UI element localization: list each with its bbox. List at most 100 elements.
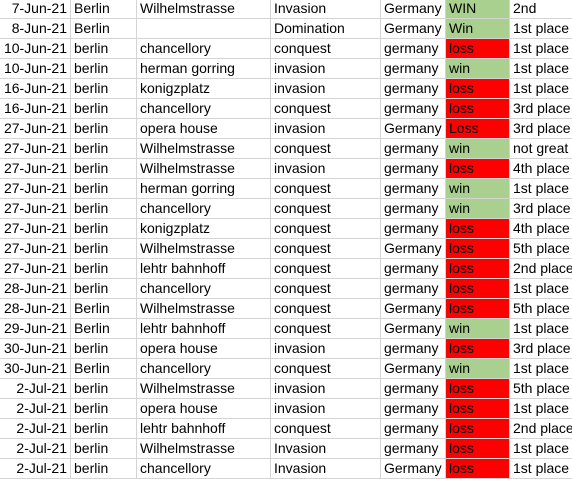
date-cell[interactable]: 2-Jul-21 [0,399,71,419]
mode-cell[interactable]: Invasion [271,459,381,479]
mode-cell[interactable]: Invasion [271,0,381,19]
result-cell[interactable]: win [446,59,510,79]
date-cell[interactable]: 27-Jun-21 [0,139,71,159]
result-cell[interactable]: loss [446,259,510,279]
location-cell[interactable]: chancellory [137,279,271,299]
date-cell[interactable]: 8-Jun-21 [0,19,71,39]
rank-cell[interactable]: 1st place [510,79,572,99]
rank-cell[interactable]: 4th place [510,219,572,239]
country-cell[interactable]: germany [381,179,446,199]
result-cell[interactable]: loss [446,459,510,479]
location-cell[interactable]: lehtr bahnhoff [137,259,271,279]
date-cell[interactable]: 27-Jun-21 [0,199,71,219]
result-cell[interactable]: win [446,359,510,379]
mode-cell[interactable]: Invasion [271,439,381,459]
mode-cell[interactable]: Domination [271,19,381,39]
mode-cell[interactable]: conquest [271,139,381,159]
city-cell[interactable]: berlin [71,79,137,99]
mode-cell[interactable]: invasion [271,379,381,399]
country-cell[interactable]: germany [381,39,446,59]
result-cell[interactable]: WIN [446,0,510,19]
city-cell[interactable]: berlin [71,379,137,399]
mode-cell[interactable]: invasion [271,339,381,359]
rank-cell[interactable]: 5th place [510,299,572,319]
city-cell[interactable]: berlin [71,99,137,119]
city-cell[interactable]: berlin [71,419,137,439]
rank-cell[interactable]: 1st place [510,279,572,299]
country-cell[interactable]: germany [381,379,446,399]
country-cell[interactable]: Germany [381,359,446,379]
result-cell[interactable]: Win [446,19,510,39]
mode-cell[interactable]: conquest [271,419,381,439]
mode-cell[interactable]: invasion [271,399,381,419]
location-cell[interactable]: lehtr bahnhoff [137,419,271,439]
country-cell[interactable]: Germany [381,0,446,19]
result-cell[interactable]: loss [446,419,510,439]
result-cell[interactable]: loss [446,239,510,259]
rank-cell[interactable]: 4th place [510,159,572,179]
date-cell[interactable]: 27-Jun-21 [0,119,71,139]
location-cell[interactable]: konigzplatz [137,79,271,99]
date-cell[interactable]: 28-Jun-21 [0,299,71,319]
city-cell[interactable]: berlin [71,239,137,259]
location-cell[interactable]: konigzplatz [137,219,271,239]
country-cell[interactable]: germany [381,339,446,359]
date-cell[interactable]: 30-Jun-21 [0,339,71,359]
city-cell[interactable]: berlin [71,179,137,199]
city-cell[interactable]: berlin [71,139,137,159]
result-cell[interactable]: win [446,319,510,339]
city-cell[interactable]: Berlin [71,359,137,379]
rank-cell[interactable]: 2nd place [510,419,572,439]
country-cell[interactable]: germany [381,439,446,459]
city-cell[interactable]: berlin [71,279,137,299]
rank-cell[interactable]: 1st place [510,19,572,39]
country-cell[interactable]: germany [381,79,446,99]
result-cell[interactable]: loss [446,299,510,319]
country-cell[interactable]: Germany [381,459,446,479]
city-cell[interactable]: berlin [71,399,137,419]
city-cell[interactable]: berlin [71,339,137,359]
country-cell[interactable]: Germany [381,319,446,339]
city-cell[interactable]: berlin [71,219,137,239]
result-cell[interactable]: loss [446,279,510,299]
mode-cell[interactable]: conquest [271,179,381,199]
result-cell[interactable]: loss [446,439,510,459]
location-cell[interactable]: opera house [137,119,271,139]
date-cell[interactable]: 16-Jun-21 [0,79,71,99]
rank-cell[interactable]: 2nd place [510,259,572,279]
rank-cell[interactable]: not great [510,139,572,159]
date-cell[interactable]: 30-Jun-21 [0,359,71,379]
location-cell[interactable]: Wilhelmstrasse [137,379,271,399]
location-cell[interactable]: opera house [137,399,271,419]
rank-cell[interactable]: 5th place [510,379,572,399]
rank-cell[interactable]: 1st place [510,399,572,419]
country-cell[interactable]: germany [381,419,446,439]
date-cell[interactable]: 27-Jun-21 [0,239,71,259]
mode-cell[interactable]: conquest [271,219,381,239]
mode-cell[interactable]: conquest [271,319,381,339]
rank-cell[interactable]: 3rd place [510,339,572,359]
country-cell[interactable]: germany [381,259,446,279]
mode-cell[interactable]: conquest [271,99,381,119]
rank-cell[interactable]: 3rd place [510,119,572,139]
rank-cell[interactable]: 1st place [510,459,572,479]
result-cell[interactable]: loss [446,219,510,239]
location-cell[interactable] [137,19,271,39]
location-cell[interactable]: opera house [137,339,271,359]
rank-cell[interactable]: 5th place [510,239,572,259]
city-cell[interactable]: Berlin [71,299,137,319]
location-cell[interactable]: chancellory [137,99,271,119]
rank-cell[interactable]: 1st place [510,39,572,59]
location-cell[interactable]: herman gorring [137,59,271,79]
date-cell[interactable]: 28-Jun-21 [0,279,71,299]
date-cell[interactable]: 16-Jun-21 [0,99,71,119]
rank-cell[interactable]: 1st place [510,59,572,79]
country-cell[interactable]: Germany [381,19,446,39]
city-cell[interactable]: Berlin [71,0,137,19]
rank-cell[interactable]: 2nd [510,0,572,19]
result-cell[interactable]: loss [446,99,510,119]
mode-cell[interactable]: conquest [271,259,381,279]
location-cell[interactable]: chancellory [137,199,271,219]
date-cell[interactable]: 27-Jun-21 [0,259,71,279]
rank-cell[interactable]: 3rd place [510,99,572,119]
